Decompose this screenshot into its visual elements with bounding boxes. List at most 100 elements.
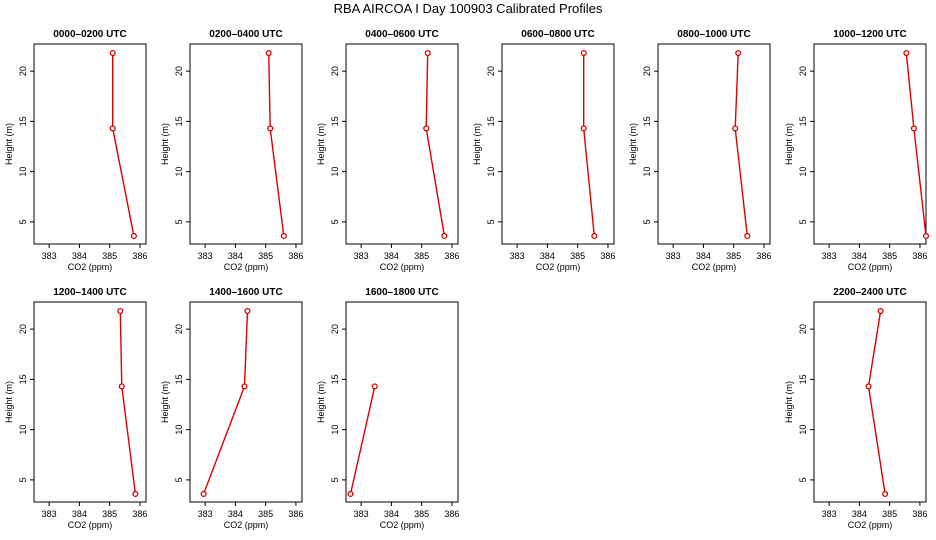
x-tick-label: 386 — [600, 251, 615, 261]
plot-frame — [189, 43, 303, 245]
y-tick-label: 5 — [18, 477, 28, 482]
y-tick-label: 15 — [486, 116, 496, 126]
profile-point — [109, 125, 116, 132]
x-tick-label: 386 — [132, 251, 147, 261]
profile-line — [867, 310, 886, 495]
x-tick-label: 385 — [882, 251, 897, 261]
y-tick-label: 20 — [642, 66, 652, 76]
y-axis-label: Height (m) — [784, 123, 794, 165]
x-tick-label: 386 — [444, 251, 459, 261]
y-tick-label: 10 — [174, 425, 184, 435]
x-axis-label: CO2 (ppm) — [224, 262, 269, 272]
x-tick-label: 383 — [198, 509, 213, 519]
y-tick-label: 5 — [174, 477, 184, 482]
profile-point — [865, 383, 872, 390]
y-axis-label: Height (m) — [4, 123, 14, 165]
profile-point — [347, 490, 354, 498]
x-tick-label: 386 — [912, 251, 927, 261]
x-tick-label: 384 — [852, 251, 867, 261]
x-tick-label: 385 — [102, 509, 117, 519]
panel: 0600–0800 UTC 383 384 385 386 CO2 (ppm) 5 10 15 2… — [472, 29, 615, 272]
panel-title: 1200–1400 UTC — [53, 287, 126, 298]
panel: 0400–0600 UTC 383 384 385 386 CO2 (ppm) 5 10 15 2… — [316, 29, 459, 272]
x-axis-label: CO2 (ppm) — [380, 520, 425, 530]
y-tick-label: 10 — [798, 167, 808, 177]
x-axis-label: CO2 (ppm) — [68, 520, 113, 530]
y-tick-label: 5 — [330, 477, 340, 482]
x-tick-label: 383 — [822, 251, 837, 261]
profile-point — [130, 232, 137, 240]
profile-point — [244, 307, 251, 315]
profile-point — [267, 125, 274, 132]
x-axis-label: CO2 (ppm) — [848, 262, 893, 272]
profile-point — [882, 490, 889, 498]
plot-frame — [813, 301, 927, 503]
x-tick-label: 386 — [912, 509, 927, 519]
panel-title: 0400–0600 UTC — [365, 29, 438, 40]
y-tick-label: 15 — [642, 116, 652, 126]
y-tick-label: 10 — [174, 167, 184, 177]
profile-point — [580, 49, 587, 57]
x-tick-label: 384 — [72, 251, 87, 261]
panel: 1600–1800 UTC 383 384 385 386 CO2 (ppm) 5 10 15 2… — [316, 287, 459, 530]
panel: 1200–1400 UTC 383 384 385 386 CO2 (ppm) 5 10 15 2… — [4, 287, 147, 530]
profile-line — [268, 52, 285, 237]
x-tick-label: 384 — [228, 509, 243, 519]
y-tick-label: 10 — [486, 167, 496, 177]
profile-line — [202, 310, 249, 495]
x-tick-label: 385 — [570, 251, 585, 261]
y-tick-label: 5 — [798, 219, 808, 224]
x-axis-label: CO2 (ppm) — [536, 262, 581, 272]
x-tick-label: 385 — [882, 509, 897, 519]
x-tick-label: 383 — [822, 509, 837, 519]
panel-title: 0200–0400 UTC — [209, 29, 282, 40]
y-tick-label: 20 — [18, 66, 28, 76]
y-tick-label: 20 — [330, 324, 340, 334]
y-tick-label: 20 — [174, 324, 184, 334]
plot-frame — [33, 301, 147, 503]
profile-point — [132, 490, 139, 498]
profile-point — [118, 383, 125, 390]
x-tick-label: 383 — [42, 251, 57, 261]
panel-title: 0800–1000 UTC — [677, 29, 750, 40]
profile-point — [109, 49, 116, 57]
x-tick-label: 384 — [696, 251, 711, 261]
y-tick-label: 5 — [486, 219, 496, 224]
y-tick-label: 15 — [330, 116, 340, 126]
x-tick-label: 386 — [288, 251, 303, 261]
x-tick-label: 385 — [258, 509, 273, 519]
y-tick-label: 15 — [798, 116, 808, 126]
x-tick-label: 386 — [132, 509, 147, 519]
panel: 0800–1000 UTC 383 384 385 386 CO2 (ppm) 5 10 15 2… — [628, 29, 771, 272]
x-tick-label: 383 — [354, 509, 369, 519]
y-axis-label: Height (m) — [4, 381, 14, 423]
y-tick-label: 15 — [798, 374, 808, 384]
x-tick-label: 383 — [198, 251, 213, 261]
profile-point — [877, 307, 884, 315]
y-tick-label: 20 — [798, 66, 808, 76]
x-axis-label: CO2 (ppm) — [380, 262, 425, 272]
y-tick-label: 5 — [330, 219, 340, 224]
profile-line — [111, 53, 135, 237]
plot-frame — [657, 43, 771, 245]
plot-frame — [345, 43, 459, 245]
y-tick-label: 10 — [18, 425, 28, 435]
profile-point — [241, 383, 248, 390]
x-tick-label: 384 — [852, 509, 867, 519]
y-tick-label: 15 — [174, 374, 184, 384]
profile-point — [744, 232, 751, 240]
panel: 0200–0400 UTC 383 384 385 386 CO2 (ppm) 5 10 15 2… — [160, 29, 303, 272]
x-axis-label: CO2 (ppm) — [692, 262, 737, 272]
x-tick-label: 385 — [726, 251, 741, 261]
x-tick-label: 383 — [42, 509, 57, 519]
x-tick-label: 384 — [384, 509, 399, 519]
profile-line — [425, 52, 446, 237]
profile-point — [591, 232, 598, 240]
profile-point — [117, 307, 124, 315]
profile-point — [371, 383, 378, 390]
profile-point — [265, 49, 272, 57]
y-axis-label: Height (m) — [628, 123, 638, 165]
y-tick-label: 15 — [330, 374, 340, 384]
profile-point — [732, 125, 739, 132]
